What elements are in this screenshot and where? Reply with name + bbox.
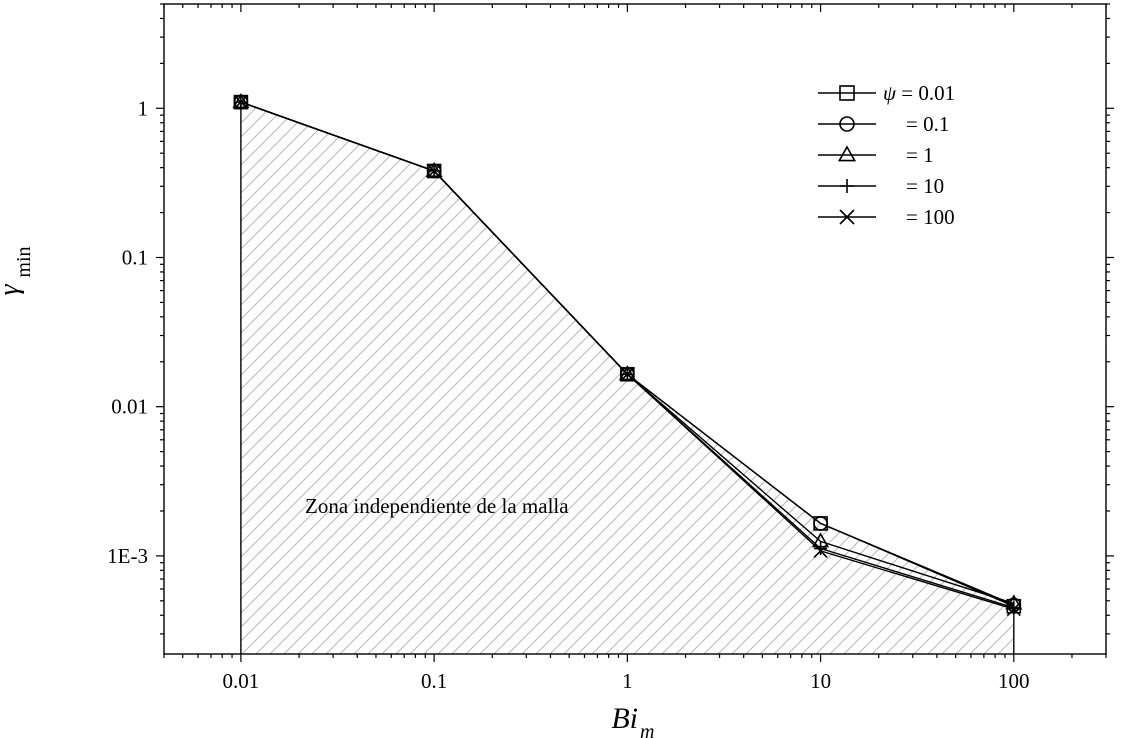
x-axis-title-main: Bi [611, 702, 638, 735]
y-tick-label: 0.1 [122, 245, 148, 269]
y-axis-title-sub: min [13, 246, 35, 277]
svg-text:Bi: Bi [611, 702, 638, 735]
y-tick-label: 0.01 [111, 395, 148, 419]
legend-symbol: ψ [883, 81, 897, 105]
legend-item: = 1 [818, 143, 934, 167]
legend-item: = 0.1 [818, 112, 949, 136]
legend-marker-cross [839, 209, 855, 225]
data-point-circle [813, 516, 828, 531]
legend-marker-square [839, 85, 855, 101]
y-tick-label: 1E-3 [107, 544, 148, 568]
data-point-cross [233, 95, 248, 110]
legend-label: = 10 [906, 174, 944, 198]
legend-item: = 100 [818, 205, 955, 229]
plot-frame [163, 3, 1107, 655]
x-tick-label: 10 [810, 669, 831, 693]
x-tick-label: 100 [998, 669, 1030, 693]
legend-label: ψ = 0.01 [883, 81, 955, 105]
y-tick-label: 1 [138, 96, 149, 120]
x-tick-label: 0.01 [223, 669, 260, 693]
annotation-label: Zona independiente de la malla [305, 494, 569, 518]
y-axis-title: γ min [0, 246, 35, 295]
legend-item: = 10 [818, 174, 944, 198]
legend-label: = 1 [906, 143, 934, 167]
legend-marker-circle [839, 116, 855, 132]
legend-marker-triangle [837, 145, 857, 162]
data-point-cross [427, 163, 442, 179]
data-point-plus [814, 542, 828, 556]
y-axis-title-main: γ [0, 284, 25, 296]
series-group [232, 93, 1023, 617]
data-point-cross [1006, 602, 1021, 617]
legend-item: ψ = 0.01 [818, 81, 955, 105]
legend-marker-plus [840, 179, 854, 193]
legend-label: = 0.1 [906, 112, 949, 136]
legend-label: = 100 [906, 205, 955, 229]
data-point-cross [620, 367, 635, 382]
legend: ψ = 0.01 = 0.1 = 1 = 10 = 100 [818, 81, 955, 229]
x-axis-title-sub: m [640, 721, 654, 738]
x-axis-title: Bi m [611, 702, 654, 738]
series-cross [233, 95, 1021, 617]
data-point-cross [813, 543, 828, 558]
axes: 0.01 0.1 1 10 100 1E-3 0.01 0.1 1 [107, 3, 1114, 693]
x-tick-label: 0.1 [421, 669, 447, 693]
legend-label-text: = 0.01 [896, 81, 955, 105]
x-tick-label: 1 [622, 669, 633, 693]
